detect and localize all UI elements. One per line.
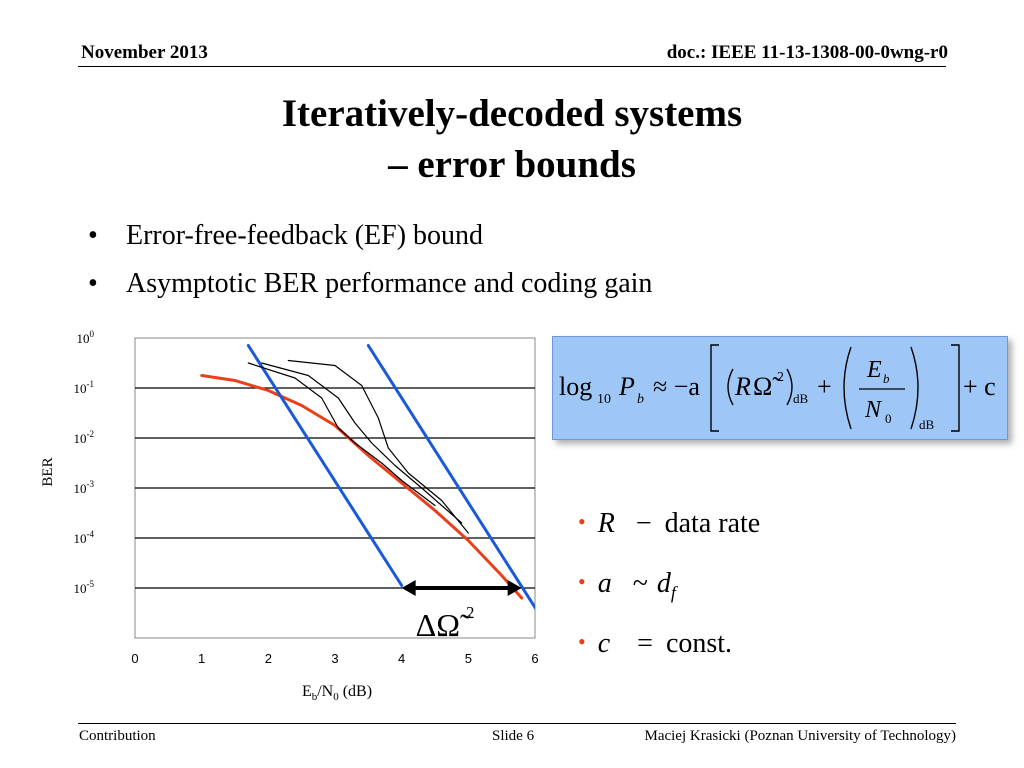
formula-p: P: [618, 372, 635, 401]
x-tick-label: 3: [331, 651, 338, 666]
y-tick-label: 10-1: [74, 379, 95, 396]
coding-gain-label: ΔΩ̃ 2: [416, 603, 475, 643]
header-rule: [78, 66, 946, 67]
formula-svg: log 10 P b ≈ −a R Ω̃ 2 dB + E b N 0 dB +…: [559, 344, 996, 432]
footer-rule: [78, 723, 956, 724]
y-tick-label: 10-2: [74, 429, 95, 446]
formula-log-base: 10: [597, 392, 611, 407]
bullet-text: Error-free-feedback (EF) bound: [126, 220, 484, 251]
formula-eb: E: [866, 357, 882, 383]
formula-db-1: dB: [793, 391, 809, 406]
big-left-paren-icon: [843, 346, 852, 430]
x-tick-label: 0: [131, 651, 138, 666]
series-line-0: [200, 374, 524, 600]
series-layer: [200, 344, 535, 611]
x-tick-label: 2: [265, 651, 272, 666]
x-tick-label: 6: [531, 651, 538, 666]
big-right-paren-icon: [910, 346, 919, 430]
right-bracket-icon: [951, 344, 960, 432]
def-text: const.: [665, 628, 733, 659]
red-bullet-icon: •: [578, 569, 586, 594]
y-tick-label: 100: [77, 329, 95, 346]
y-axis-label: BER: [40, 457, 56, 486]
formula-eb-sub: b: [883, 371, 890, 386]
def-symbol: R: [597, 508, 615, 539]
title-line-1: Iteratively-decoded systems: [281, 92, 743, 135]
formula-omega-exp: 2: [777, 370, 784, 385]
series-line-1: [246, 344, 404, 587]
def-symbol: a: [597, 568, 612, 599]
y-tick-labels: 100 10-1 10-2 10-3 10-4 10-5: [74, 329, 95, 596]
x-axis-label: Eb/N0 (dB): [302, 683, 372, 703]
bullet-dot-icon: •: [88, 268, 98, 299]
header-doc-id: doc.: IEEE 11-13-1308-00-0wng-r0: [666, 42, 948, 63]
annotation-layer: ΔΩ̃ 2: [401, 580, 522, 643]
series-line-3: [247, 362, 436, 507]
bullet-list: • Error-free-feedback (EF) bound • Asympto…: [88, 212, 652, 308]
formula-db-2: dB: [919, 417, 935, 432]
bullet-text: Asymptotic BER performance and coding ga…: [126, 268, 653, 299]
def-subscript: f: [670, 582, 676, 603]
formula-n0-sub: 0: [885, 411, 892, 426]
def-relation: −: [635, 508, 652, 539]
y-tick-label: 10-3: [74, 479, 95, 496]
series-line-2: [366, 344, 535, 611]
definition-item: • c = const.: [578, 614, 760, 674]
def-text: d: [656, 568, 671, 599]
right-paren-icon: [786, 368, 793, 406]
formula-p-sub: b: [637, 392, 644, 407]
footer-author: Maciej Krasicki (Poznan University of Te…: [644, 728, 956, 744]
y-tick-label: 10-4: [74, 529, 95, 546]
arrow-left-icon: [401, 580, 416, 596]
title-line-2: – error bounds: [388, 143, 636, 186]
red-bullet-icon: •: [578, 629, 586, 654]
slide-title: Iteratively-decoded systems – error boun…: [0, 88, 1024, 190]
arrow-right-icon: [507, 580, 522, 596]
x-tick-label: 1: [198, 651, 205, 666]
series-line-4: [261, 362, 463, 524]
def-relation: ~: [632, 568, 648, 599]
red-bullet-icon: •: [578, 509, 586, 534]
x-tick-label: 4: [398, 651, 405, 666]
bullet-item: • Error-free-feedback (EF) bound: [88, 212, 652, 260]
formula-n0: N: [864, 397, 883, 423]
def-symbol: c: [597, 628, 611, 659]
definition-item: • a ~ df: [578, 554, 760, 614]
def-text: data rate: [664, 508, 761, 539]
formula-r: R: [734, 372, 751, 401]
definition-list: • R − data rate • a ~ df • c = const.: [578, 494, 760, 674]
y-tick-label: 10-5: [74, 579, 95, 596]
def-relation: =: [637, 628, 653, 659]
definition-item: • R − data rate: [578, 494, 760, 554]
footer-slide-number: Slide 6: [492, 728, 535, 744]
bullet-item: • Asymptotic BER performance and coding g…: [88, 260, 652, 308]
formula-plus: +: [817, 372, 832, 401]
x-tick-label: 5: [465, 651, 472, 666]
plot-area: [134, 337, 536, 639]
x-tick-labels: 0 1 2 3 4 5 6: [131, 651, 538, 666]
formula-approx: ≈ −a: [653, 372, 700, 401]
formula-box: log 10 P b ≈ −a R Ω̃ 2 dB + E b N 0 dB +…: [552, 336, 1008, 440]
grid-layer: [135, 387, 535, 589]
header-date: November 2013: [81, 42, 208, 63]
bullet-dot-icon: •: [88, 220, 98, 251]
formula-log: log: [559, 372, 592, 401]
left-bracket-icon: [710, 344, 719, 432]
formula-tail: + c: [963, 372, 996, 401]
left-paren-icon: [727, 368, 734, 406]
footer-left: Contribution: [79, 728, 156, 744]
series-line-5: [287, 359, 469, 534]
